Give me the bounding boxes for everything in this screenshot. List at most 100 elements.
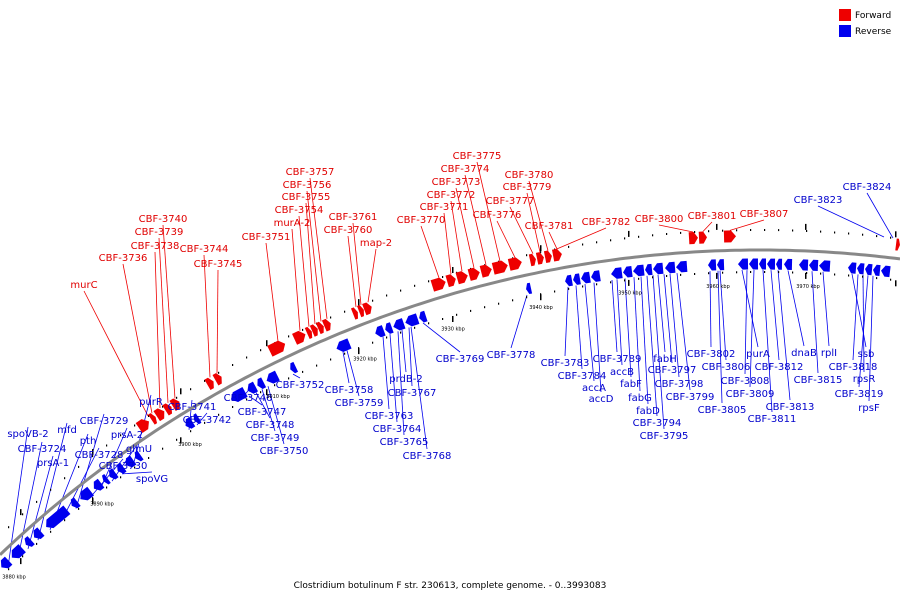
leader-line [646, 275, 658, 417]
minor-tick [610, 281, 612, 284]
minor-tick [820, 272, 822, 275]
reverse-gene [749, 258, 759, 270]
leader-line [450, 200, 463, 272]
reverse-gene [393, 318, 406, 331]
minor-tick [834, 231, 836, 234]
leader-line [216, 269, 219, 374]
forward-gene [455, 271, 468, 285]
minor-tick [120, 476, 122, 479]
minor-tick [820, 230, 822, 233]
minor-tick [638, 277, 640, 280]
leader-line [389, 334, 398, 423]
reverse-gene-label: purA [746, 349, 770, 360]
forward-gene-label: murC [70, 280, 97, 291]
reverse-gene-label: CBF-3724 [18, 444, 67, 455]
reverse-gene [108, 468, 119, 480]
forward-gene [551, 248, 562, 262]
reverse-gene-label: CBF-3749 [251, 433, 300, 444]
reverse-gene-label: fabG [628, 393, 652, 404]
minor-tick [274, 384, 276, 387]
forward-gene [315, 321, 324, 335]
leader-line [420, 225, 440, 279]
reverse-gene [881, 265, 891, 278]
reverse-gene [784, 258, 793, 271]
leader-line [397, 331, 405, 436]
forward-gene-label: CBF-3776 [473, 210, 522, 221]
minor-tick [232, 406, 234, 408]
major-tick [266, 340, 268, 347]
minor-tick [680, 273, 682, 276]
reverse-gene [375, 325, 386, 338]
minor-tick [176, 438, 178, 441]
minor-tick [596, 241, 598, 244]
forward-gene-label: CBF-3736 [99, 253, 148, 264]
minor-tick [582, 243, 584, 246]
minor-tick [400, 289, 402, 292]
minor-tick [78, 507, 80, 510]
minor-tick [50, 530, 52, 533]
forward-gene-label: CBF-3756 [283, 180, 332, 191]
minor-tick [64, 477, 66, 480]
minor-tick [92, 455, 94, 458]
leader-line [265, 242, 279, 342]
forward-gene [356, 304, 364, 318]
reverse-gene-label: accD [589, 394, 614, 405]
minor-tick [652, 234, 654, 237]
minor-tick [148, 457, 150, 459]
reverse-gene-label: fabF [620, 379, 642, 390]
reverse-gene-label: CBF-3799 [666, 392, 715, 403]
minor-tick [260, 391, 262, 394]
forward-gene-label: CBF-3780 [505, 170, 554, 181]
major-tick [540, 294, 542, 301]
minor-tick [442, 276, 444, 278]
minor-tick [652, 276, 654, 279]
major-tick [452, 267, 454, 273]
leader-line [75, 413, 105, 509]
forward-gene [162, 403, 173, 416]
reverse-gene [24, 536, 35, 547]
forward-gene [445, 274, 456, 288]
reverse-gene-label: spoVG [136, 474, 168, 485]
reverse-gene-label: CBF-3759 [335, 398, 384, 409]
leader-line [352, 222, 362, 305]
minor-tick [78, 465, 80, 468]
major-tick [20, 558, 22, 565]
reverse-gene [717, 259, 725, 271]
reverse-gene [290, 361, 299, 374]
forward-gene [267, 340, 286, 357]
reverse-gene [33, 527, 45, 539]
leader-line [526, 192, 541, 253]
reverse-gene [857, 263, 865, 275]
minor-tick [484, 306, 486, 309]
minor-tick [750, 229, 752, 231]
reverse-gene-label: ssb [858, 349, 875, 360]
legend-forward-swatch [839, 9, 851, 21]
leader-line [255, 392, 271, 419]
leader-line [669, 273, 680, 378]
minor-tick [764, 229, 766, 231]
reverse-gene-label: prsA-2 [111, 430, 143, 441]
minor-tick [764, 271, 766, 273]
reverse-gene-label: CBF-3805 [698, 405, 747, 416]
minor-tick [890, 236, 892, 239]
reverse-gene [865, 263, 873, 276]
minor-tick [624, 279, 626, 282]
minor-tick [806, 272, 808, 274]
reverse-gene-label: prdB-2 [389, 374, 422, 385]
forward-gene-label: CBF-3739 [135, 227, 184, 238]
minor-tick [624, 237, 626, 240]
major-tick [180, 437, 182, 444]
reverse-gene-label: spoVB-2 [7, 429, 48, 440]
leader-line [528, 180, 549, 251]
forward-gene-label: CBF-3807 [740, 209, 789, 220]
reverse-gene [565, 274, 573, 287]
forward-gene-label: CBF-3801 [688, 211, 737, 222]
reverse-gene [125, 455, 137, 468]
leader-line [496, 220, 516, 258]
minor-tick [8, 526, 10, 529]
major-tick [452, 316, 454, 322]
minor-tick [708, 230, 710, 233]
minor-tick [848, 232, 850, 235]
